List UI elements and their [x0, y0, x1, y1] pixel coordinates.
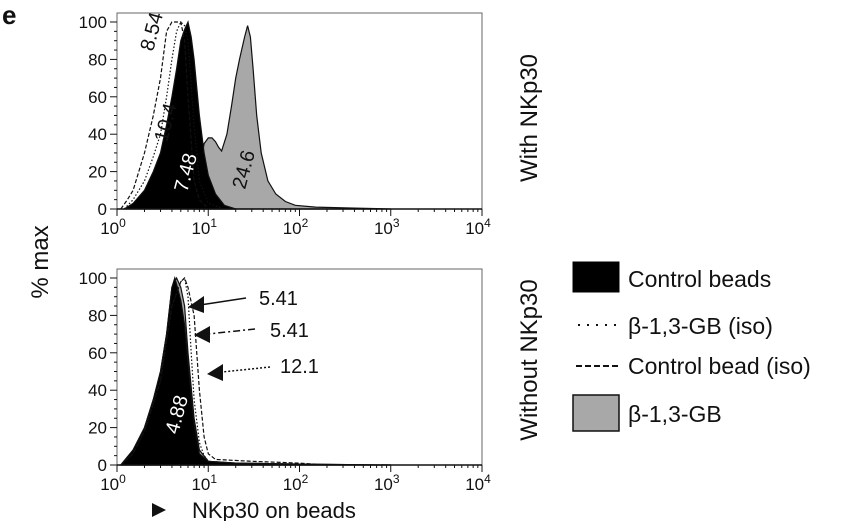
legend-label-gb: β-1,3-GB	[628, 401, 722, 427]
y-tick-label: 40	[88, 125, 107, 144]
y-tick-label: 40	[88, 381, 107, 400]
series-control-bead-iso-	[120, 21, 209, 210]
legend-label-gb-iso: β-1,3-GB (iso)	[628, 313, 773, 339]
y-tick-label: 0	[98, 200, 107, 219]
x-tick-label: 100	[100, 216, 126, 238]
x-tick-label: 100	[100, 472, 126, 494]
series-control-beads	[119, 275, 391, 466]
annotation-arrow-1	[188, 296, 247, 313]
legend-swatch-control-beads	[572, 261, 620, 293]
y-tick-label: 20	[88, 419, 107, 438]
y-tick-label: 20	[88, 163, 107, 182]
series--1-3-gb-iso-	[123, 20, 225, 210]
annotation-ctrl-iso-bottom: 5.41	[270, 320, 309, 342]
annotation-arrow-3	[207, 364, 271, 381]
top-plot-title: With NKp30	[516, 54, 543, 182]
bottom-plot: 0 20 40 60 80 100 100 101 102 103 104	[79, 268, 491, 494]
y-tick-label: 80	[88, 306, 107, 325]
series--1-3-gb	[193, 25, 391, 210]
x-tick-label: 102	[283, 472, 309, 494]
legend: Control beads β-1,3-GB (iso) Control bea…	[572, 261, 811, 432]
bottom-plot-title: Without NKp30	[516, 279, 543, 440]
legend-label-control-beads: Control beads	[628, 266, 771, 292]
x-tick-label: 104	[465, 216, 491, 238]
annotation-gb-bottom: 5.41	[259, 288, 298, 310]
x-tick-label: 101	[191, 216, 217, 238]
annotation-ctrl-iso-top: 8.54	[137, 10, 168, 53]
series--1-3-gb-iso-	[120, 276, 300, 466]
annotation-arrow-2	[194, 326, 256, 343]
x-tick-label: 103	[374, 472, 400, 494]
series-control-bead-iso-	[120, 276, 328, 466]
x-tick-label: 102	[283, 216, 309, 238]
x-tick-label: 104	[465, 472, 491, 494]
y-tick-label: 60	[88, 88, 107, 107]
panel-label: e	[2, 0, 16, 30]
x-tick-label: 103	[374, 216, 400, 238]
x-axis-label: NKp30 on beads	[192, 498, 356, 521]
y-tick-label: 80	[88, 50, 107, 69]
annotation-gb-iso-bottom: 12.1	[280, 356, 319, 378]
y-tick-label: 0	[98, 456, 107, 475]
series-control-beads	[122, 20, 236, 210]
x-axis-arrow-icon	[152, 503, 166, 517]
y-tick-label: 100	[79, 13, 107, 32]
legend-swatch-gb	[572, 394, 620, 432]
x-axis-label-group: NKp30 on beads	[152, 498, 356, 521]
y-axis-label: % max	[27, 225, 54, 298]
x-tick-label: 101	[191, 472, 217, 494]
y-tick-label: 100	[79, 269, 107, 288]
y-tick-label: 60	[88, 344, 107, 363]
legend-label-ctrl-iso: Control bead (iso)	[628, 353, 811, 379]
